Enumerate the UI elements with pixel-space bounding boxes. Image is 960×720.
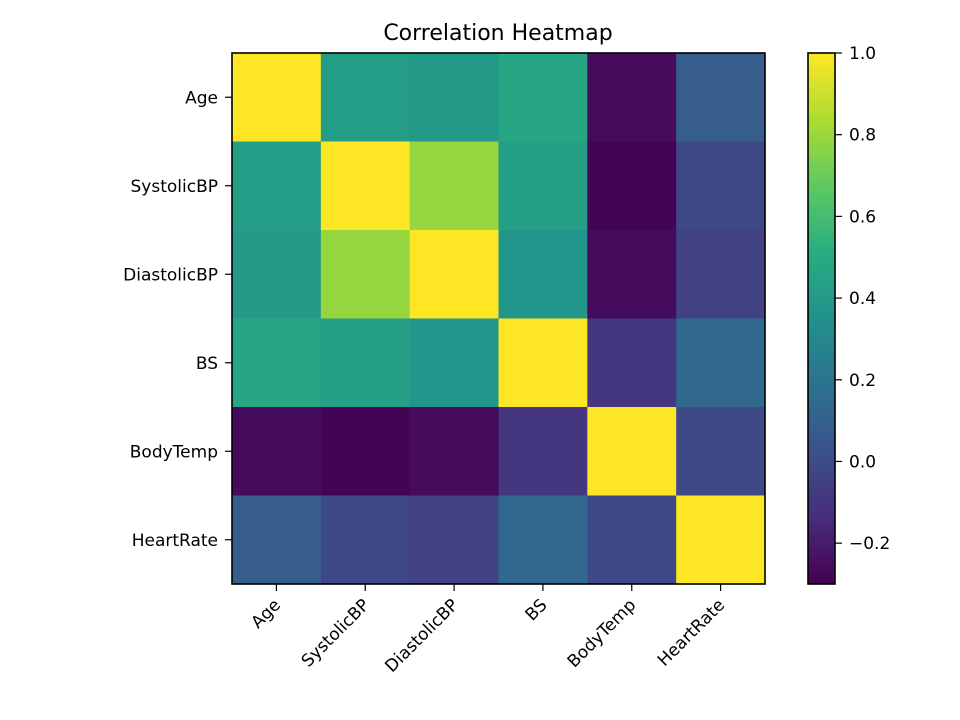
heatmap-cell [409,53,499,142]
x-tick-label: Age [248,595,285,632]
heatmap-cell [498,53,588,142]
y-tick-label: Age [185,88,218,108]
x-tick-label: BS [522,595,552,625]
heatmap-cell [587,53,677,142]
x-tick-label: DiastolicBP [381,595,462,676]
x-tick-label: SystolicBP [298,595,374,671]
heatmap-cell [676,407,766,496]
y-axis-ticks: Age SystolicBP DiastolicBP BS BodyTemp HeartR… [123,88,232,551]
heatmap-cell [676,495,766,585]
x-tick-label: HeartRate [654,595,729,670]
y-tick-label: HeartRate [132,531,218,551]
y-tick-label: SystolicBP [131,177,218,197]
chart-title: Correlation Heatmap [383,21,612,46]
heatmap-frame [231,52,766,585]
colorbar-tick-label: 0.0 [849,452,876,472]
heatmap-cell [320,230,411,319]
heatmap-cell [409,495,499,585]
heatmap-cell [676,53,766,142]
heatmap-cell [409,230,499,319]
y-tick-label: BS [196,354,218,374]
heatmap-cell [587,495,677,585]
heatmap-cell [320,495,411,585]
colorbar-frame [807,52,836,585]
heatmap-cell [232,230,322,319]
x-axis-ticks: Age SystolicBP DiastolicBP BS BodyTemp HeartR… [248,584,729,677]
colorbar-tick-label: 0.8 [849,126,876,146]
heatmap-cell [676,230,766,319]
heatmap-cell [498,141,588,231]
heatmap-cell [676,318,766,408]
heatmap-cell [409,141,499,231]
heatmap-cell [587,230,677,319]
heatmap-cell [498,230,588,319]
heatmap-cell [498,318,588,408]
y-tick-label: BodyTemp [130,442,218,462]
heatmap-cell [320,318,411,408]
heatmap-cell [232,495,322,585]
heatmap-cell [409,407,499,496]
colorbar-tick-label: 0.6 [849,207,876,227]
heatmap-cell [232,53,322,142]
heatmap-cell [587,407,677,496]
colorbar-ticks: −0.2 0.0 0.2 0.4 0.6 0.8 1.0 [835,44,890,554]
colorbar-tick-label: 0.4 [849,289,876,309]
y-tick-label: DiastolicBP [123,265,218,285]
heatmap-cell [498,407,588,496]
heatmap-cell [320,407,411,496]
x-tick-label: BodyTemp [564,595,641,672]
heatmap-cell [232,407,322,496]
heatmap-cell [409,318,499,408]
colorbar-tick-label: 1.0 [849,44,876,64]
heatmap-cell [498,495,588,585]
heatmap-cell [587,318,677,408]
heatmap-cell [232,318,322,408]
colorbar [808,53,835,584]
heatmap-cell [587,141,677,231]
heatmap-cell [320,53,411,142]
heatmap-cell [320,141,411,231]
colorbar-tick-label: 0.2 [849,371,876,391]
colorbar-tick-label: −0.2 [849,534,890,554]
heatmap-cell [232,141,322,231]
heatmap-cell [676,141,766,231]
heatmap-cells [232,53,766,585]
